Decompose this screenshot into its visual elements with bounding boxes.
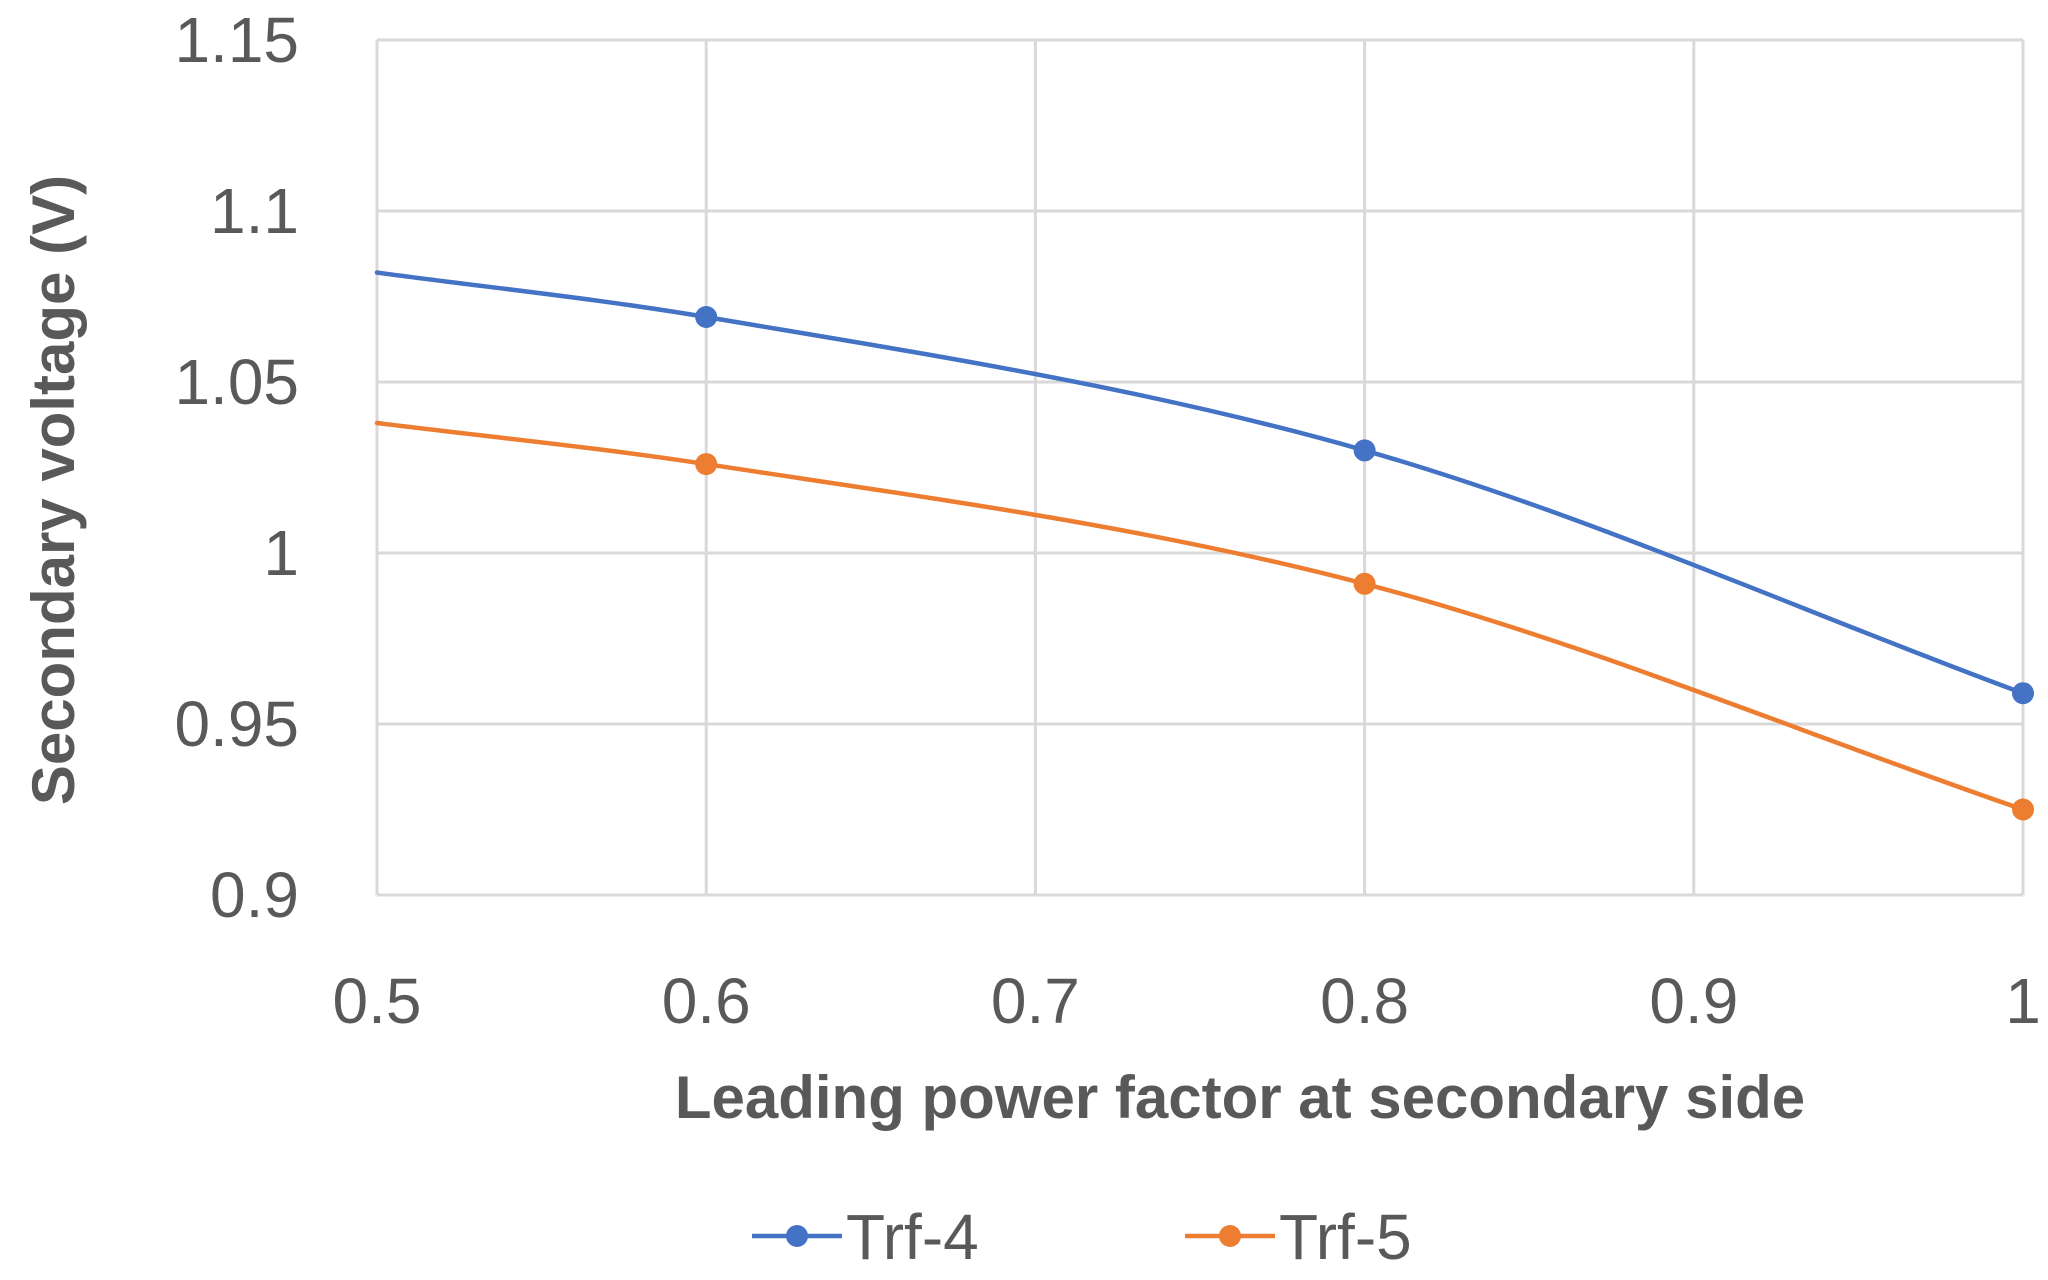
y-tick-label: 1.1 — [210, 175, 299, 247]
data-point-trf-4 — [2012, 682, 2034, 705]
legend-label-trf-4: Trf-4 — [846, 1201, 979, 1273]
data-point-trf-4 — [695, 306, 718, 329]
data-point-trf-5 — [2012, 798, 2034, 821]
series-markers — [695, 306, 2034, 821]
x-tick-label: 0.5 — [333, 965, 422, 1037]
data-point-trf-4 — [1353, 439, 1376, 462]
x-tick-label: 0.9 — [1649, 965, 1738, 1037]
legend-label-trf-5: Trf-5 — [1279, 1201, 1412, 1273]
y-tick-label: 1.15 — [174, 4, 299, 76]
x-tick-label: 0.6 — [662, 965, 751, 1037]
x-tick-label: 0.7 — [991, 965, 1080, 1037]
legend-marker-trf-5 — [1219, 1225, 1241, 1247]
y-tick-label: 0.9 — [210, 859, 299, 931]
series-line-trf-5 — [374, 420, 2026, 812]
y-tick-label: 0.95 — [174, 688, 299, 760]
y-axis-title: Secondary voltage (V) — [20, 175, 87, 805]
series-line-trf-4 — [374, 270, 2026, 696]
legend-marker-trf-4 — [786, 1225, 808, 1247]
x-axis-ticks: 0.5 0.6 0.7 0.8 0.9 1 — [333, 965, 2041, 1037]
data-point-trf-5 — [695, 453, 718, 476]
y-tick-label: 1.05 — [174, 346, 299, 418]
x-axis-title: Leading power factor at secondary side — [675, 1064, 1805, 1131]
y-tick-label: 1 — [263, 517, 299, 589]
series-lines — [374, 270, 2026, 812]
legend: Trf-4 Trf-5 — [752, 1201, 1412, 1273]
y-axis-ticks: 0.9 0.95 1 1.05 1.1 1.15 — [174, 4, 299, 931]
x-tick-label: 0.8 — [1320, 965, 1409, 1037]
data-point-trf-5 — [1353, 572, 1376, 595]
x-tick-label: 1 — [2005, 965, 2041, 1037]
gridlines — [375, 38, 2025, 897]
